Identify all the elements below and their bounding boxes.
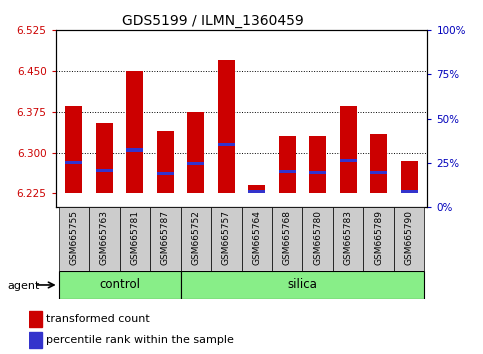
Bar [340, 159, 356, 162]
Bar [58, 271, 181, 299]
Bar [181, 207, 211, 271]
Text: GSM665768: GSM665768 [283, 210, 292, 265]
Bar [309, 171, 326, 175]
Text: GSM665789: GSM665789 [374, 210, 383, 265]
Bar [401, 161, 417, 194]
Text: GSM665783: GSM665783 [344, 210, 353, 265]
Text: silica: silica [287, 279, 317, 291]
Bar [66, 161, 82, 164]
Bar [309, 136, 326, 194]
Text: percentile rank within the sample: percentile rank within the sample [46, 335, 234, 345]
Bar [248, 190, 265, 194]
Bar [370, 133, 387, 194]
Bar [363, 207, 394, 271]
Bar [96, 169, 113, 172]
Bar [120, 207, 150, 271]
Bar [58, 207, 89, 271]
Bar [370, 171, 387, 175]
Text: GSM665780: GSM665780 [313, 210, 322, 265]
Bar [29, 311, 42, 327]
Bar [181, 271, 425, 299]
Text: transformed count: transformed count [46, 314, 150, 324]
Bar [333, 207, 363, 271]
Bar [89, 207, 120, 271]
Text: GSM665781: GSM665781 [130, 210, 139, 265]
Text: GSM665752: GSM665752 [191, 210, 200, 265]
Bar [218, 60, 235, 194]
Bar [242, 207, 272, 271]
Bar [272, 207, 302, 271]
Bar [127, 71, 143, 194]
Bar [340, 106, 356, 194]
Text: control: control [99, 279, 140, 291]
Bar [29, 332, 42, 348]
Bar [96, 123, 113, 194]
Bar [279, 136, 296, 194]
Bar [401, 190, 417, 194]
Bar [157, 131, 174, 194]
Bar [279, 170, 296, 173]
Bar [187, 162, 204, 165]
Text: GSM665763: GSM665763 [100, 210, 109, 265]
Bar [211, 207, 242, 271]
Text: GSM665787: GSM665787 [161, 210, 170, 265]
Bar [394, 207, 425, 271]
Bar [302, 207, 333, 271]
Text: GSM665764: GSM665764 [252, 210, 261, 265]
Text: GSM665755: GSM665755 [70, 210, 78, 265]
Bar [150, 207, 181, 271]
Bar [218, 143, 235, 146]
Bar [187, 112, 204, 194]
Text: agent: agent [7, 281, 40, 291]
Bar [157, 172, 174, 175]
Text: GSM665790: GSM665790 [405, 210, 413, 265]
Text: GSM665757: GSM665757 [222, 210, 231, 265]
Text: GDS5199 / ILMN_1360459: GDS5199 / ILMN_1360459 [122, 14, 303, 28]
Bar [127, 148, 143, 152]
Bar [248, 185, 265, 194]
Bar [66, 106, 82, 194]
